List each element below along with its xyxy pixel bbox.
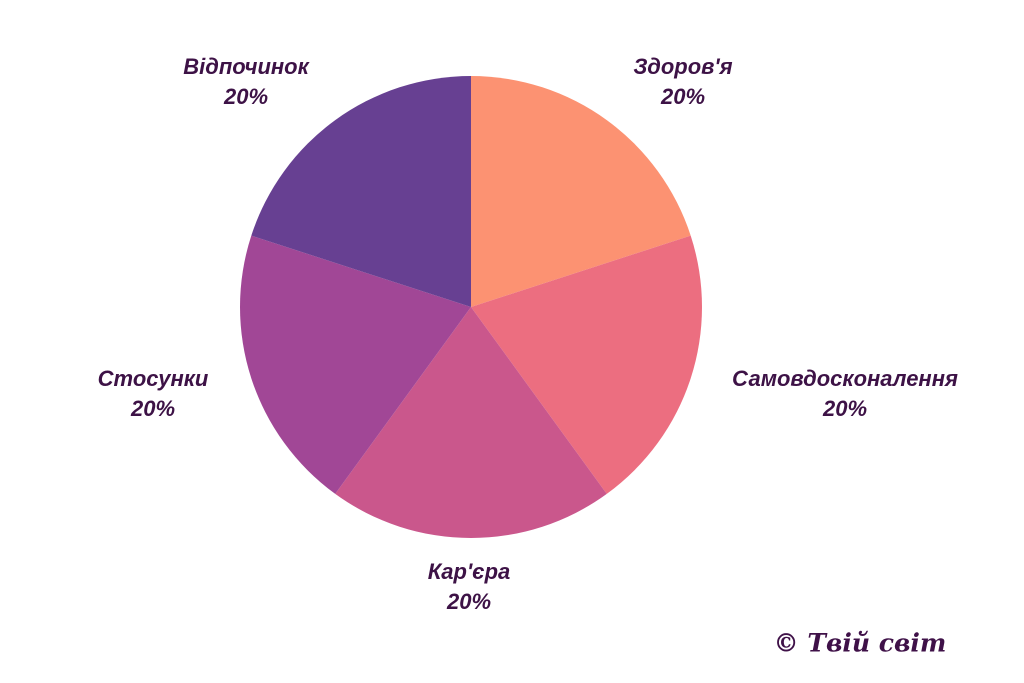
slice-label-samovdoskonalennia: Самовдосконалення 20% [732,364,958,424]
slice-label-vidpochynok: Відпочинок 20% [183,52,309,112]
pie-slice-2 [335,307,607,538]
slice-label-percent: 20% [822,396,868,421]
slice-label-kariera: Кар'єра 20% [428,557,511,617]
slice-label-zdorovya: Здоров'я 20% [633,52,732,112]
slice-label-percent: 20% [446,589,492,614]
slice-label-text: Самовдосконалення [732,366,958,391]
slice-label-text: Здоров'я [633,54,733,79]
pie-slice-3 [240,235,471,494]
pie-slice-0 [471,76,691,307]
slice-label-percent: 20% [130,396,176,421]
slice-label-text: Відпочинок [183,54,309,79]
slice-label-percent: 20% [223,84,269,109]
pie-slice-1 [471,235,702,494]
slice-label-percent: 20% [660,84,706,109]
pie-slice-4 [251,76,471,307]
slice-label-stosunky: Стосунки 20% [98,364,209,424]
watermark: © Твій світ [773,628,947,658]
slice-label-text: Стосунки [97,366,209,391]
slice-label-text: Кар'єра [427,559,511,584]
